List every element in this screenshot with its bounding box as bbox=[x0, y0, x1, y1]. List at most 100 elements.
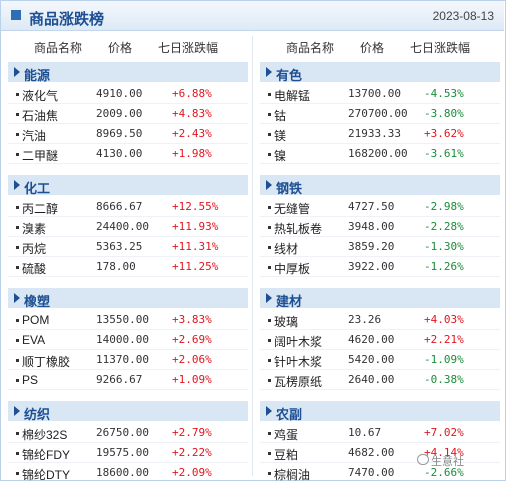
commodity-row[interactable]: 中厚板 3922.00 -1.26% bbox=[260, 257, 500, 277]
commodity-price: 26750.00 bbox=[96, 426, 149, 439]
commodity-row[interactable]: 豆粕 4682.00 +4.14% bbox=[260, 443, 500, 463]
commodity-price: 24400.00 bbox=[96, 220, 149, 233]
commodity-name[interactable]: 镁 bbox=[274, 129, 287, 143]
commodity-name[interactable]: 汽油 bbox=[22, 129, 47, 143]
commodity-name[interactable]: 石油焦 bbox=[22, 109, 59, 123]
commodity-name[interactable]: 二甲醚 bbox=[22, 149, 59, 163]
commodity-row[interactable]: 镁 21933.33 +3.62% bbox=[260, 124, 500, 144]
commodity-name[interactable]: 硫酸 bbox=[22, 262, 47, 276]
triangle-right-icon bbox=[14, 67, 20, 77]
commodity-name[interactable]: 针叶木浆 bbox=[274, 355, 323, 369]
commodity-name[interactable]: 无缝管 bbox=[274, 202, 311, 216]
commodity-row[interactable]: 石油焦 2009.00 +4.83% bbox=[8, 104, 248, 124]
commodity-change: +2.21% bbox=[424, 333, 464, 346]
commodity-name[interactable]: 鸡蛋 bbox=[274, 428, 299, 442]
commodity-name[interactable]: 玻璃 bbox=[274, 315, 299, 329]
commodity-row[interactable]: 顺丁橡胶 11370.00 +2.06% bbox=[8, 350, 248, 370]
commodity-row[interactable]: 线材 3859.20 -1.30% bbox=[260, 237, 500, 257]
commodity-row[interactable]: 阔叶木浆 4620.00 +2.21% bbox=[260, 330, 500, 350]
commodity-row[interactable]: 丙烷 5363.25 +11.31% bbox=[8, 237, 248, 257]
commodity-name[interactable]: 镍 bbox=[274, 149, 287, 163]
commodity-name[interactable]: 锦纶FDY bbox=[22, 448, 71, 462]
commodity-price: 23.26 bbox=[348, 313, 382, 326]
section-title: 建材 bbox=[276, 294, 303, 309]
commodity-price: 21933.33 bbox=[348, 127, 401, 140]
commodity-name[interactable]: 热轧板卷 bbox=[274, 222, 323, 236]
commodity-row[interactable]: 玻璃 23.26 +4.03% bbox=[260, 310, 500, 330]
commodity-name[interactable]: 溴素 bbox=[22, 222, 47, 236]
commodity-name[interactable]: 瓦楞原纸 bbox=[274, 375, 323, 389]
commodity-name[interactable]: 钴 bbox=[274, 109, 287, 123]
commodity-row[interactable]: 针叶木浆 5420.00 -1.09% bbox=[260, 350, 500, 370]
commodity-row[interactable]: 液化气 4910.00 +6.88% bbox=[8, 84, 248, 104]
commodity-row[interactable]: EVA 14000.00 +2.69% bbox=[8, 330, 248, 350]
column-header-change: 七日涨跌幅 bbox=[158, 41, 219, 55]
commodity-price: 178.00 bbox=[96, 260, 136, 273]
commodity-row[interactable]: 二甲醚 4130.00 +1.98% bbox=[8, 144, 248, 164]
commodity-name[interactable]: 豆粕 bbox=[274, 448, 299, 462]
commodity-row[interactable]: 棉纱32S 26750.00 +2.79% bbox=[8, 423, 248, 443]
column-header-change: 七日涨跌幅 bbox=[410, 41, 471, 55]
bullet-icon bbox=[16, 359, 19, 362]
commodity-name[interactable]: 丙二醇 bbox=[22, 202, 59, 216]
triangle-right-icon bbox=[266, 293, 272, 303]
bullet-icon bbox=[268, 113, 271, 116]
triangle-right-icon bbox=[266, 67, 272, 77]
bullet-icon bbox=[16, 319, 19, 322]
bullet-icon bbox=[16, 133, 19, 136]
bullet-icon bbox=[268, 266, 271, 269]
commodity-name[interactable]: 中厚板 bbox=[274, 262, 311, 276]
commodity-row[interactable]: 电解锰 13700.00 -4.53% bbox=[260, 84, 500, 104]
commodity-row[interactable]: 热轧板卷 3948.00 -2.28% bbox=[260, 217, 500, 237]
commodity-price: 2009.00 bbox=[96, 107, 143, 120]
commodity-price: 8969.50 bbox=[96, 127, 143, 140]
commodity-row[interactable]: 硫酸 178.00 +11.25% bbox=[8, 257, 248, 277]
section-title: 化工 bbox=[24, 181, 51, 196]
commodity-price: 4727.50 bbox=[348, 200, 395, 213]
section-header: 橡塑 bbox=[8, 288, 248, 309]
commodity-name[interactable]: 线材 bbox=[274, 242, 299, 256]
commodity-name[interactable]: 电解锰 bbox=[274, 89, 311, 103]
commodity-price: 18600.00 bbox=[96, 466, 149, 479]
commodity-change: -1.30% bbox=[424, 240, 464, 253]
section-header: 钢铁 bbox=[260, 175, 500, 196]
commodity-row[interactable]: PS 9266.67 +1.09% bbox=[8, 370, 248, 390]
bullet-icon bbox=[16, 452, 19, 455]
section-header: 农副 bbox=[260, 401, 500, 422]
commodity-price: 3859.20 bbox=[348, 240, 395, 253]
commodity-row[interactable]: 鸡蛋 10.67 +7.02% bbox=[260, 423, 500, 443]
bullet-icon bbox=[268, 339, 271, 342]
commodity-row[interactable]: 无缝管 4727.50 -2.98% bbox=[260, 197, 500, 217]
commodity-name[interactable]: 棕榈油 bbox=[274, 468, 311, 481]
bullet-icon bbox=[268, 153, 271, 156]
commodity-row[interactable]: 棕榈油 7470.00 -2.66% bbox=[260, 463, 500, 481]
bullet-icon bbox=[16, 266, 19, 269]
bullet-icon bbox=[16, 339, 19, 342]
commodity-name[interactable]: 阔叶木浆 bbox=[274, 335, 323, 349]
commodity-row[interactable]: 锦纶DTY 18600.00 +2.09% bbox=[8, 463, 248, 481]
commodity-row[interactable]: POM 13550.00 +3.83% bbox=[8, 310, 248, 330]
commodity-name[interactable]: 棉纱32S bbox=[22, 428, 68, 442]
triangle-right-icon bbox=[266, 406, 272, 416]
commodity-change: -1.09% bbox=[424, 353, 464, 366]
commodity-name[interactable]: 顺丁橡胶 bbox=[22, 355, 71, 369]
commodity-change: +3.62% bbox=[424, 127, 464, 140]
commodity-name[interactable]: 丙烷 bbox=[22, 242, 47, 256]
commodity-row[interactable]: 溴素 24400.00 +11.93% bbox=[8, 217, 248, 237]
commodity-change: -3.80% bbox=[424, 107, 464, 120]
commodity-name[interactable]: EVA bbox=[22, 333, 46, 347]
bullet-icon bbox=[268, 319, 271, 322]
commodity-row[interactable]: 瓦楞原纸 2640.00 -0.38% bbox=[260, 370, 500, 390]
commodity-change: +4.14% bbox=[424, 446, 464, 459]
commodity-row[interactable]: 镍 168200.00 -3.61% bbox=[260, 144, 500, 164]
commodity-name[interactable]: 液化气 bbox=[22, 89, 59, 103]
commodity-row[interactable]: 钴 270700.00 -3.80% bbox=[260, 104, 500, 124]
commodity-change: +3.83% bbox=[172, 313, 212, 326]
commodity-price: 14000.00 bbox=[96, 333, 149, 346]
commodity-row[interactable]: 丙二醇 8666.67 +12.55% bbox=[8, 197, 248, 217]
commodity-row[interactable]: 锦纶FDY 19575.00 +2.22% bbox=[8, 443, 248, 463]
commodity-name[interactable]: PS bbox=[22, 373, 39, 387]
commodity-name[interactable]: POM bbox=[22, 313, 50, 327]
commodity-name[interactable]: 锦纶DTY bbox=[22, 468, 71, 481]
commodity-row[interactable]: 汽油 8969.50 +2.43% bbox=[8, 124, 248, 144]
